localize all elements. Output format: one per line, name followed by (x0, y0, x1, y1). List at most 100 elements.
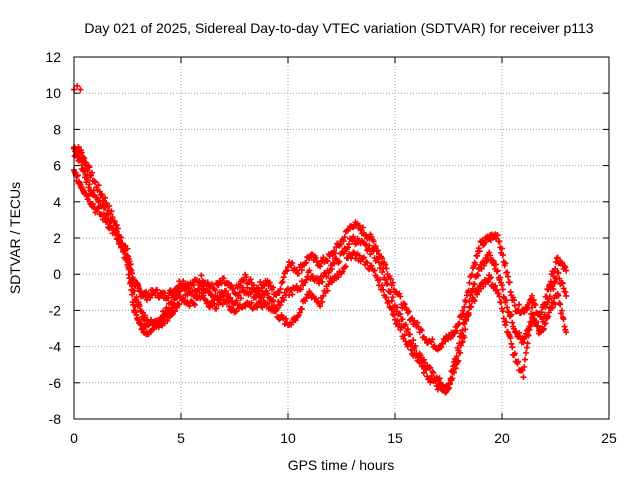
data-point (81, 155, 88, 162)
data-point (379, 269, 386, 276)
data-point (432, 378, 439, 385)
data-point (259, 304, 266, 311)
data-point (441, 338, 448, 345)
data-point (550, 286, 557, 293)
data-point (209, 281, 216, 288)
data-point (533, 318, 540, 325)
data-point (105, 207, 112, 214)
data-point (552, 301, 559, 308)
data-point (142, 323, 149, 330)
data-point (531, 311, 538, 318)
data-point (546, 293, 553, 300)
x-tick-label: 20 (494, 430, 510, 446)
data-point (147, 294, 154, 301)
data-point (312, 254, 319, 261)
data-point (504, 273, 511, 280)
data-point (446, 380, 453, 387)
data-point (335, 274, 342, 281)
y-tick-label: -4 (49, 339, 62, 355)
data-point (388, 307, 395, 314)
data-point (540, 325, 547, 332)
x-axis-label: GPS time / hours (288, 457, 395, 473)
data-point (525, 332, 532, 339)
data-point (378, 260, 385, 267)
data-point (190, 281, 197, 288)
data-point (469, 271, 476, 278)
data-point (494, 267, 501, 274)
data-point (195, 285, 202, 292)
data-point (298, 305, 305, 312)
data-point (394, 317, 401, 324)
x-tick-label: 0 (70, 430, 78, 446)
data-point (481, 262, 488, 269)
data-point (270, 297, 277, 304)
data-point (268, 304, 275, 311)
data-point (79, 161, 86, 168)
data-point (400, 300, 407, 307)
data-point (289, 319, 296, 326)
data-point (413, 352, 420, 359)
data-point (404, 326, 411, 333)
data-point (168, 312, 175, 319)
data-point (293, 267, 300, 274)
data-point (249, 288, 256, 295)
data-point (401, 301, 408, 308)
data-point (557, 301, 564, 308)
data-point (556, 275, 563, 282)
data-point (104, 210, 111, 217)
data-point (499, 308, 506, 315)
data-point (366, 242, 373, 249)
data-point (471, 298, 478, 305)
data-point (520, 374, 527, 381)
data-point (108, 208, 115, 215)
data-point (494, 232, 501, 239)
data-point (474, 291, 481, 298)
data-point (198, 282, 205, 289)
data-point (277, 285, 284, 292)
data-point (328, 265, 335, 272)
data-point (123, 256, 130, 263)
data-point (331, 260, 338, 267)
data-point (459, 307, 466, 314)
data-point (516, 329, 523, 336)
x-tick-label: 10 (280, 430, 296, 446)
y-tick-label: 2 (53, 230, 61, 246)
tick-labels: 0 5 10 15 20 25 -8 -6 -4 -2 0 2 4 6 8 10 12 (45, 49, 617, 446)
data-point (84, 176, 91, 183)
data-point (176, 301, 183, 308)
data-point (404, 343, 411, 350)
data-point (508, 340, 515, 347)
data-point (91, 178, 98, 185)
data-point (340, 238, 347, 245)
data-point (74, 82, 81, 89)
data-point (423, 366, 430, 373)
data-point (469, 288, 476, 295)
data-point (154, 286, 161, 293)
data-point (490, 257, 497, 264)
data-point (496, 238, 503, 245)
data-point (289, 259, 296, 266)
data-point (342, 263, 349, 270)
data-point (237, 295, 244, 302)
x-tick-label: 25 (601, 430, 617, 446)
data-point (401, 322, 408, 329)
data-point (387, 289, 394, 296)
data-point (89, 200, 96, 207)
data-point (516, 301, 523, 308)
data-point (113, 222, 120, 229)
data-point (319, 278, 326, 285)
data-point (430, 369, 437, 376)
data-point (503, 319, 510, 326)
data-point (465, 311, 472, 318)
y-tick-label: 8 (53, 121, 61, 137)
data-point (509, 344, 516, 351)
data-point (350, 249, 357, 256)
data-point (436, 375, 443, 382)
data-point (257, 279, 264, 286)
data-point (127, 279, 134, 286)
data-point (363, 259, 370, 266)
data-point (340, 250, 347, 257)
data-point (463, 298, 470, 305)
data-point (292, 317, 299, 324)
